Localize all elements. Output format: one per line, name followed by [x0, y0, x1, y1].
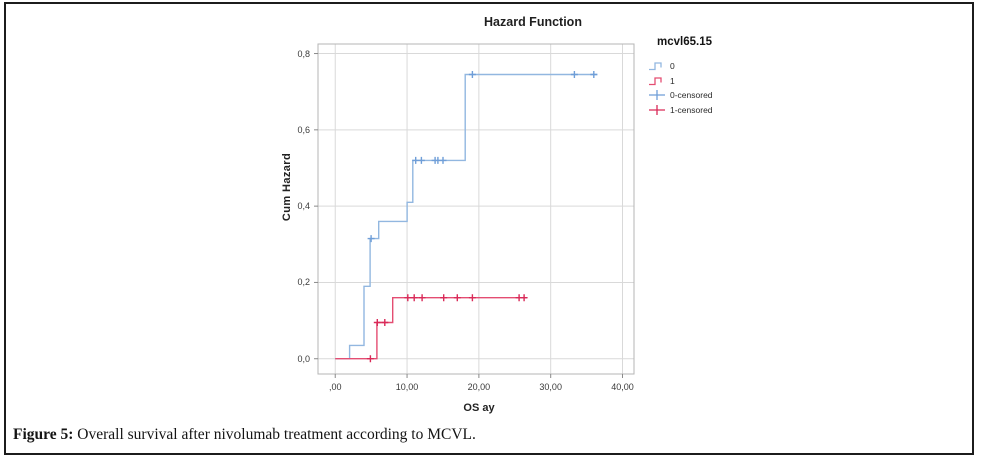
caption-label: Figure 5: [13, 426, 74, 443]
censor-marks-1 [366, 294, 528, 363]
x-axis-label: OS ay [463, 402, 495, 414]
series-line-0 [335, 73, 598, 360]
chart-title: Hazard Function [484, 15, 582, 29]
legend-censored-plus-icon [649, 90, 665, 101]
x-tick-label: 40,00 [611, 382, 634, 392]
y-tick-label: 0,4 [297, 201, 310, 212]
y-tick-label: 0,0 [297, 353, 310, 364]
caption-text: Overall survival after nivolumab treatme… [73, 426, 476, 443]
x-tick-label: 10,00 [395, 382, 419, 392]
figure-caption: Figure 5: Overall survival after nivolum… [13, 426, 476, 444]
legend-entry-label: 1-censored [670, 104, 713, 115]
legend-entry-label: 1 [670, 75, 675, 86]
y-tick-label: 0,2 [297, 277, 310, 288]
legend: mcvl65.15 0 1 0-censored 1-censored [648, 36, 768, 117]
hazard-function-plot [314, 43, 635, 378]
x-tick-label: 20,00 [467, 382, 491, 392]
plot-frame [317, 43, 635, 375]
x-tick-label: 30,00 [539, 382, 562, 392]
legend-entry-1-censored: 1-censored [648, 103, 768, 118]
legend-entry-0-censored: 0-censored [648, 88, 768, 103]
legend-entry-label: 0 [670, 61, 675, 72]
legend-entry-label: 0-censored [670, 90, 713, 101]
y-tick-label: 0,6 [297, 124, 310, 135]
legend-title: mcvl65.15 [657, 36, 712, 48]
legend-step-line-icon [649, 62, 662, 71]
legend-step-line-icon [649, 77, 662, 85]
censor-marks-0 [367, 71, 598, 243]
legend-entry-0: 0 [648, 59, 768, 74]
y-tick-label: 0,8 [297, 48, 310, 59]
x-tick-label: ,00 [328, 382, 342, 392]
legend-censored-plus-icon [649, 104, 665, 115]
legend-entries: 0 1 0-censored 1-censored [648, 59, 768, 117]
legend-entry-1: 1 [648, 74, 768, 89]
